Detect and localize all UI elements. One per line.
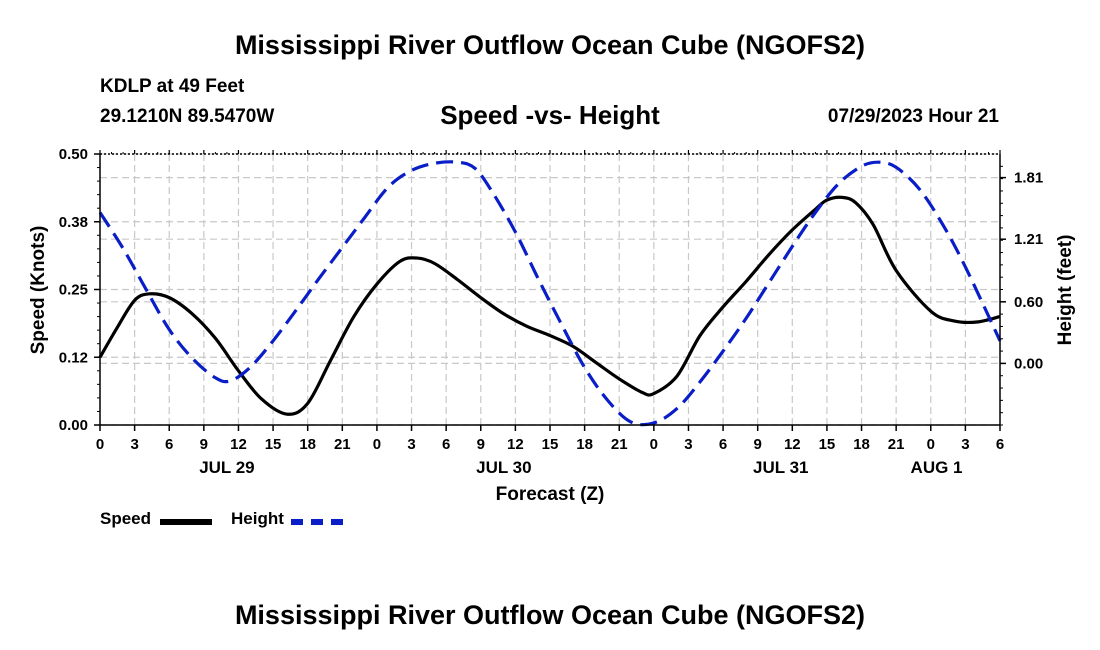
y-tick-label: 0.12 (59, 349, 88, 366)
x-tick-label: 6 (442, 436, 450, 453)
y-axis-label-left: Speed (Knots) (28, 226, 49, 355)
x-tick-label: 21 (334, 436, 351, 453)
x-tick-label: 6 (719, 436, 727, 453)
main-title: Mississippi River Outflow Ocean Cube (NG… (234, 30, 866, 60)
x-tick-label: 12 (784, 436, 801, 453)
x-tick-label: 12 (507, 436, 524, 453)
x-tick-label: 3 (684, 436, 692, 453)
speed-series-line (98, 195, 1001, 416)
x-tick-label: 6 (165, 436, 173, 453)
y-axis-label-right: Height (feet) (1055, 235, 1076, 346)
x-axis-label: Forecast (Z) (496, 484, 605, 505)
y2-tick-label: 0.00 (1014, 355, 1043, 372)
x-tick-label: 0 (373, 436, 381, 453)
x-date-label: JUL 31 (753, 458, 808, 477)
legend-height-swatch (291, 519, 343, 525)
speed-height-chart: 0 3 6 9 12 15 18 21 0 3 6 9 12 15 18 21 0 3 6 9 12 15 18 21 0 3 6 J… (28, 146, 1076, 505)
x-tick-label: 18 (853, 436, 870, 453)
x-tick-label: 15 (265, 436, 282, 453)
forecast-datetime: 07/29/2023 Hour 21 (827, 106, 999, 127)
x-tick-label: 3 (130, 436, 138, 453)
x-tick-label: 21 (611, 436, 628, 453)
y-tick-label: 0.00 (59, 417, 88, 434)
axis-labels: Forecast (Z) Speed (Knots) Height (feet) (28, 226, 1076, 505)
y2-tick-label: 1.81 (1014, 170, 1043, 187)
x-tick-label: 15 (819, 436, 836, 453)
height-series-line (98, 160, 1002, 427)
x-tick-label: 18 (576, 436, 593, 453)
x-tick-label: 0 (96, 436, 104, 453)
grid-lines (100, 153, 1000, 426)
x-tick-label: 0 (927, 436, 935, 453)
x-date-label: JUL 30 (476, 458, 531, 477)
x-tick-label: 9 (754, 436, 762, 453)
x-tick-label: 0 (650, 436, 658, 453)
x-tick-label: 18 (299, 436, 316, 453)
x-tick-label: 3 (961, 436, 969, 453)
legend-speed-label: Speed (100, 509, 152, 528)
x-tick-label: 9 (200, 436, 208, 453)
x-tick-label: 15 (542, 436, 559, 453)
x-tick-label: 6 (996, 436, 1004, 453)
y-tick-label: 0.25 (59, 282, 88, 299)
y2-tick-label: 1.21 (1014, 231, 1043, 248)
y-tick-label: 0.50 (59, 146, 88, 163)
y2-tick-label: 0.60 (1014, 294, 1043, 311)
x-date-label: JUL 29 (199, 458, 254, 477)
station-coordinates: 29.1210N 89.5470W (100, 106, 275, 127)
station-name: KDLP at 49 Feet (100, 76, 245, 97)
chart-subtitle: Speed -vs- Height (440, 100, 660, 130)
x-tick-label: 3 (407, 436, 415, 453)
x-tick-label: 21 (888, 436, 905, 453)
x-tick-label: 9 (477, 436, 485, 453)
bottom-title: Mississippi River Outflow Ocean Cube (NG… (234, 600, 866, 630)
x-date-label: AUG 1 (911, 458, 963, 477)
legend-speed-swatch (160, 519, 212, 525)
x-tick-label: 12 (230, 436, 247, 453)
legend-height-label: Height (231, 509, 284, 528)
axes: 0 3 6 9 12 15 18 21 0 3 6 9 12 15 18 21 0 3 6 9 12 15 18 21 0 3 6 J… (59, 146, 1043, 477)
series-lines (98, 160, 1002, 427)
y-tick-label: 0.38 (59, 214, 88, 231)
